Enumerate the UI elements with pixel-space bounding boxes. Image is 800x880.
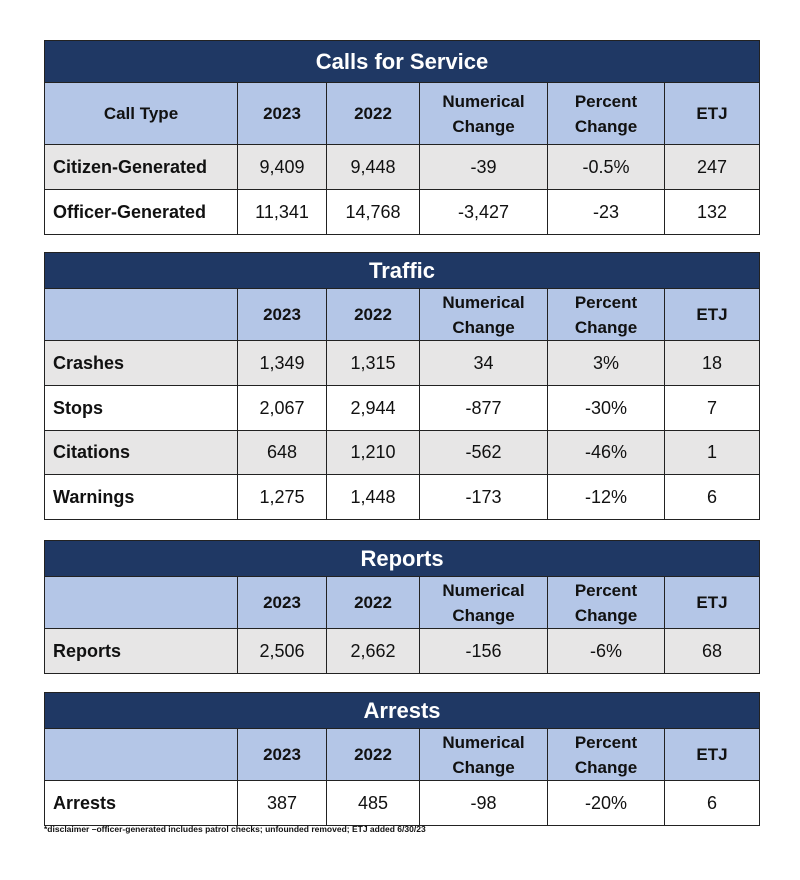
- table-row: Citizen-Generated 9,409 9,448 -39 -0.5% …: [44, 144, 760, 190]
- column-header-numerical-change: Numerical Change: [419, 728, 548, 781]
- table-row: Crashes 1,349 1,315 34 3% 18: [44, 340, 760, 386]
- arrests-table: Arrests 2023 2022 Numerical Change Perce…: [43, 692, 761, 826]
- cell-2023: 9,409: [237, 144, 327, 190]
- table-row: Arrests 387 485 -98 -20% 6: [44, 780, 761, 826]
- column-header-blank: [44, 728, 238, 781]
- calls-for-service-table: Calls for Service Call Type 2023 2022 Nu…: [44, 40, 760, 235]
- cell-2022: 2,944: [326, 385, 420, 431]
- table-row: Warnings 1,275 1,448 -173 -12% 6: [44, 474, 760, 520]
- cell-2022: 1,448: [326, 474, 420, 520]
- table-row: Officer-Generated 11,341 14,768 -3,427 -…: [44, 189, 760, 235]
- column-header-numerical-change: Numerical Change: [419, 82, 548, 145]
- row-label: Citizen-Generated: [44, 144, 238, 190]
- cell-etj: 1: [664, 430, 760, 475]
- traffic-table: Traffic 2023 2022 Numerical Change Perce…: [44, 252, 760, 520]
- cell-etj: 247: [664, 144, 760, 190]
- column-header-2023: 2023: [237, 82, 327, 145]
- cell-etj: 18: [664, 340, 760, 386]
- cell-percent-change: -12%: [547, 474, 665, 520]
- column-header-2023: 2023: [237, 576, 327, 629]
- cell-percent-change: -0.5%: [547, 144, 665, 190]
- cell-numerical-change: -562: [419, 430, 548, 475]
- column-header-etj: ETJ: [663, 728, 761, 781]
- cell-numerical-change: -98: [419, 780, 548, 826]
- cell-2022: 14,768: [326, 189, 420, 235]
- column-header-blank: [44, 576, 238, 629]
- column-header-2022: 2022: [326, 82, 420, 145]
- cell-percent-change: -46%: [547, 430, 665, 475]
- cell-etj: 68: [663, 628, 761, 674]
- cell-percent-change: -20%: [547, 780, 665, 826]
- calls-for-service-title: Calls for Service: [44, 40, 760, 83]
- column-header-etj: ETJ: [664, 82, 760, 145]
- table-row: Reports 2,506 2,662 -156 -6% 68: [44, 628, 761, 674]
- cell-percent-change: -23: [547, 189, 665, 235]
- column-header-2022: 2022: [326, 576, 420, 629]
- cell-numerical-change: -39: [419, 144, 548, 190]
- cell-2023: 648: [237, 430, 327, 475]
- column-header-percent-change: Percent Change: [547, 576, 665, 629]
- cell-2023: 1,349: [237, 340, 327, 386]
- row-label: Citations: [44, 430, 238, 475]
- cell-numerical-change: -173: [419, 474, 548, 520]
- table-row: Stops 2,067 2,944 -877 -30% 7: [44, 385, 760, 431]
- row-label: Reports: [44, 628, 238, 674]
- arrests-title: Arrests: [43, 692, 761, 729]
- column-header-2023: 2023: [237, 728, 327, 781]
- column-header-2023: 2023: [237, 288, 327, 341]
- column-header-2022: 2022: [326, 728, 420, 781]
- column-header-percent-change: Percent Change: [547, 82, 665, 145]
- cell-2023: 2,506: [237, 628, 327, 674]
- column-header-numerical-change: Numerical Change: [419, 288, 548, 341]
- column-header-etj: ETJ: [664, 288, 760, 341]
- column-header-percent-change: Percent Change: [547, 728, 665, 781]
- row-label: Warnings: [44, 474, 238, 520]
- cell-2023: 2,067: [237, 385, 327, 431]
- traffic-title: Traffic: [44, 252, 760, 289]
- row-label: Crashes: [44, 340, 238, 386]
- cell-2023: 1,275: [237, 474, 327, 520]
- table-row: Citations 648 1,210 -562 -46% 1: [44, 430, 760, 475]
- column-header-2022: 2022: [326, 288, 420, 341]
- cell-2022: 1,315: [326, 340, 420, 386]
- row-label: Officer-Generated: [44, 189, 238, 235]
- cell-2022: 9,448: [326, 144, 420, 190]
- column-header-percent-change: Percent Change: [547, 288, 665, 341]
- cell-percent-change: -6%: [547, 628, 665, 674]
- cell-numerical-change: 34: [419, 340, 548, 386]
- cell-numerical-change: -156: [419, 628, 548, 674]
- cell-etj: 7: [664, 385, 760, 431]
- column-header-call-type: Call Type: [44, 82, 238, 145]
- disclaimer-note: *disclaimer –officer-generated includes …: [44, 824, 426, 834]
- cell-2023: 387: [237, 780, 327, 826]
- reports-table: Reports 2023 2022 Numerical Change Perce…: [43, 540, 761, 674]
- cell-percent-change: -30%: [547, 385, 665, 431]
- cell-numerical-change: -3,427: [419, 189, 548, 235]
- row-label: Arrests: [44, 780, 238, 826]
- cell-etj: 132: [664, 189, 760, 235]
- cell-etj: 6: [663, 780, 761, 826]
- cell-2022: 1,210: [326, 430, 420, 475]
- reports-title: Reports: [43, 540, 761, 577]
- row-label: Stops: [44, 385, 238, 431]
- cell-etj: 6: [664, 474, 760, 520]
- column-header-numerical-change: Numerical Change: [419, 576, 548, 629]
- cell-percent-change: 3%: [547, 340, 665, 386]
- cell-2022: 485: [326, 780, 420, 826]
- cell-numerical-change: -877: [419, 385, 548, 431]
- column-header-etj: ETJ: [663, 576, 761, 629]
- cell-2022: 2,662: [326, 628, 420, 674]
- column-header-blank: [44, 288, 238, 341]
- cell-2023: 11,341: [237, 189, 327, 235]
